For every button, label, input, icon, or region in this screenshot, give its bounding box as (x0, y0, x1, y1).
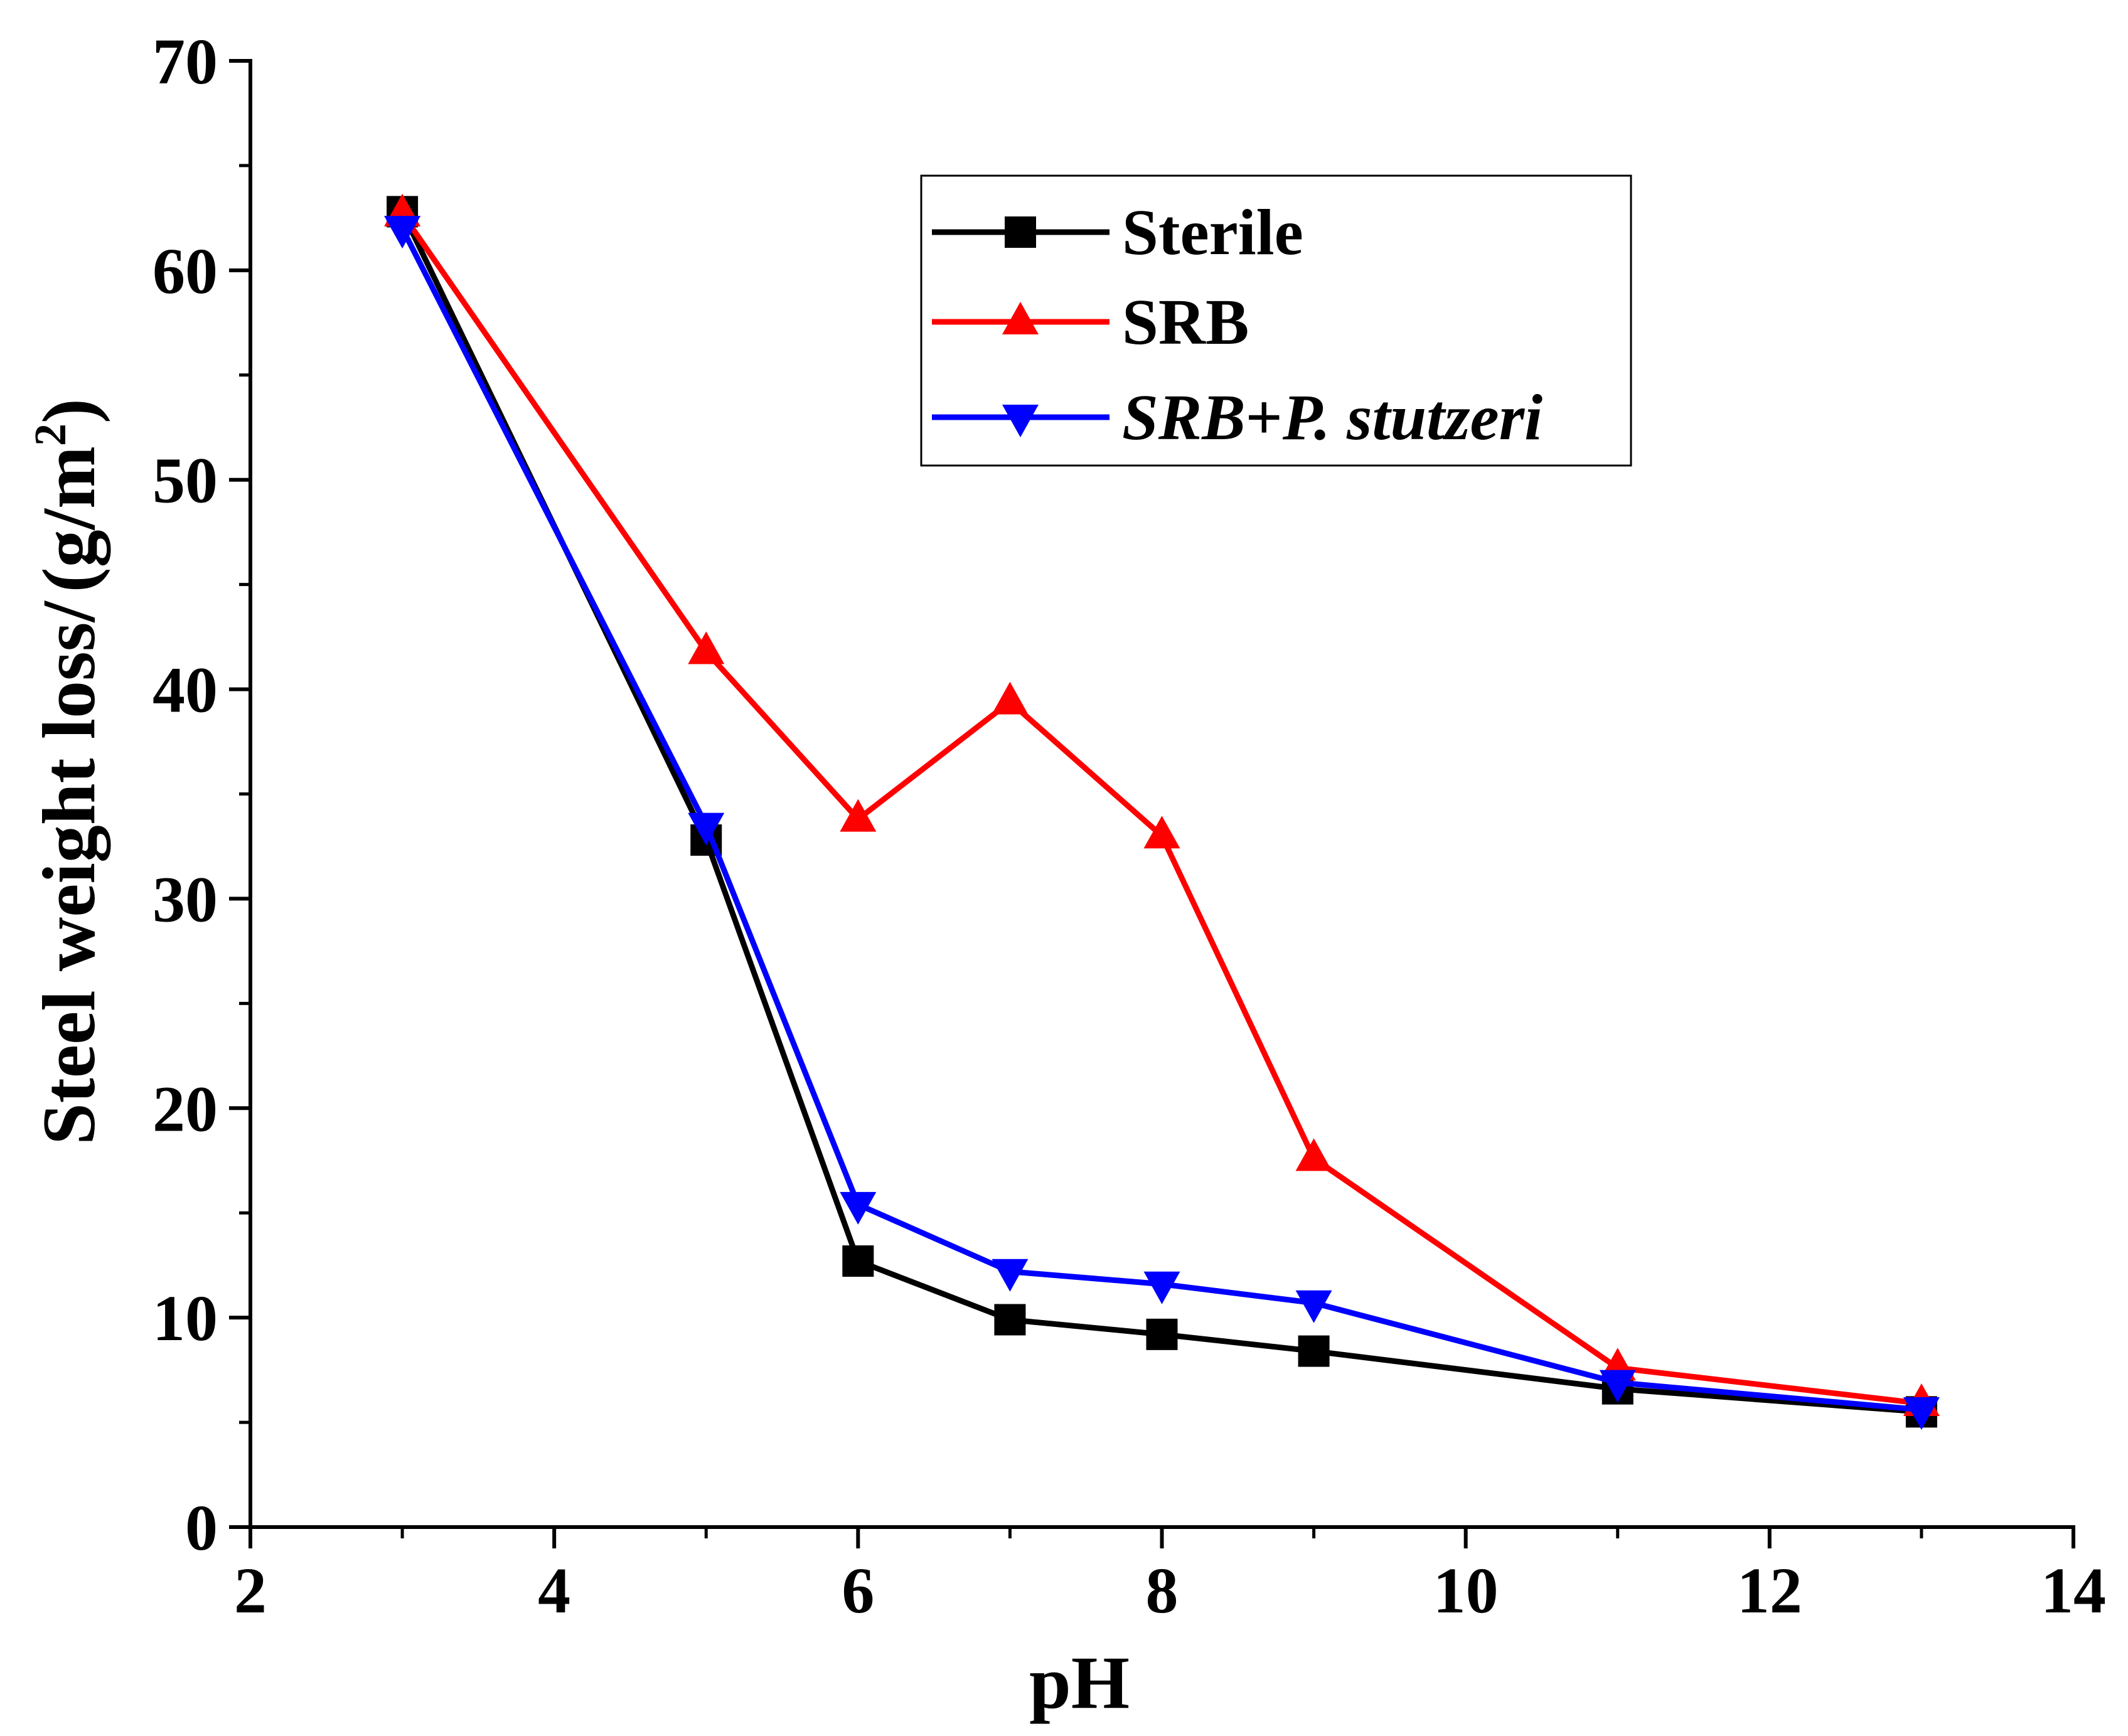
y-axis-title-main: Steel weight loss/ (27, 600, 111, 1145)
legend-marker-sterile (1005, 216, 1036, 248)
y-tick-label: 30 (152, 863, 218, 935)
data-point-sterile (1146, 1318, 1178, 1350)
legend-marker-srb (1002, 302, 1039, 334)
data-point-srb (688, 631, 725, 664)
data-point-srb-p-stutzeri (1295, 1290, 1332, 1323)
data-point-srb (1143, 816, 1180, 849)
series-srb (384, 193, 1940, 1417)
data-point-srb (1295, 1138, 1332, 1171)
x-axis-title: pH (1029, 1641, 1130, 1724)
x-ticks: 2 4 6 8 10 12 14 (234, 1527, 2106, 1627)
y-axis-title-sup: 2 (25, 423, 75, 446)
data-point-srb-p-stutzeri (840, 1191, 877, 1225)
series-srb-p-stutzeri (384, 216, 1940, 1430)
data-point-sterile (1298, 1335, 1330, 1367)
legend-marker-srb-p-stutzeri (1002, 405, 1039, 437)
y-tick-label: 60 (152, 235, 218, 307)
y-axis-title: Steel weight loss/(g/m2) (25, 398, 111, 1145)
y-axis-title-unit: (g/m (27, 446, 111, 592)
legend-label-2-part1: SRB (1122, 381, 1246, 454)
data-point-sterile (842, 1245, 874, 1277)
series-line-srb-p-stutzeri (400, 227, 1922, 1413)
legend-label-2-part2: + (1246, 381, 1283, 454)
data-point-srb-p-stutzeri (1903, 1397, 1940, 1430)
y-tick-label: 50 (152, 445, 218, 517)
x-tick-label: 10 (1433, 1555, 1499, 1627)
data-point-srb (992, 681, 1029, 715)
data-point-srb-p-stutzeri (1599, 1370, 1636, 1403)
y-tick-label: 20 (152, 1073, 218, 1145)
x-tick-label: 12 (1737, 1555, 1802, 1627)
legend-label-srb: SRB (1122, 286, 1249, 358)
series-line-srb (400, 212, 1922, 1407)
data-point-srb-p-stutzeri (992, 1259, 1029, 1292)
y-axis-title-close: ) (27, 398, 110, 423)
data-point-srb (840, 799, 877, 832)
legend-label-sterile: Sterile (1122, 196, 1303, 269)
x-tick-label: 4 (538, 1555, 570, 1627)
x-tick-label: 2 (234, 1555, 267, 1627)
y-tick-label: 40 (152, 654, 218, 727)
y-ticks: 0 10 20 30 40 50 60 70 (152, 26, 250, 1564)
legend: Sterile SRB SRB+P. stutzeri (920, 174, 1632, 467)
x-tick-label: 14 (2041, 1555, 2106, 1627)
y-tick-label: 70 (152, 26, 218, 98)
series-line-sterile (400, 210, 1922, 1415)
y-tick-label: 10 (152, 1282, 218, 1355)
data-point-srb-p-stutzeri (1143, 1271, 1180, 1304)
x-tick-label: 6 (842, 1555, 874, 1627)
data-point-sterile (994, 1304, 1026, 1336)
legend-label-srb-p-stutzeri: SRB+P. stutzeri (1122, 381, 1543, 454)
x-tick-label: 8 (1146, 1555, 1179, 1627)
legend-label-2-part3: P. stutzeri (1282, 381, 1543, 454)
data-point-srb-p-stutzeri (688, 812, 725, 846)
y-tick-label: 0 (185, 1492, 218, 1564)
series-layer (384, 193, 1940, 1430)
data-point-srb-p-stutzeri (384, 216, 421, 249)
